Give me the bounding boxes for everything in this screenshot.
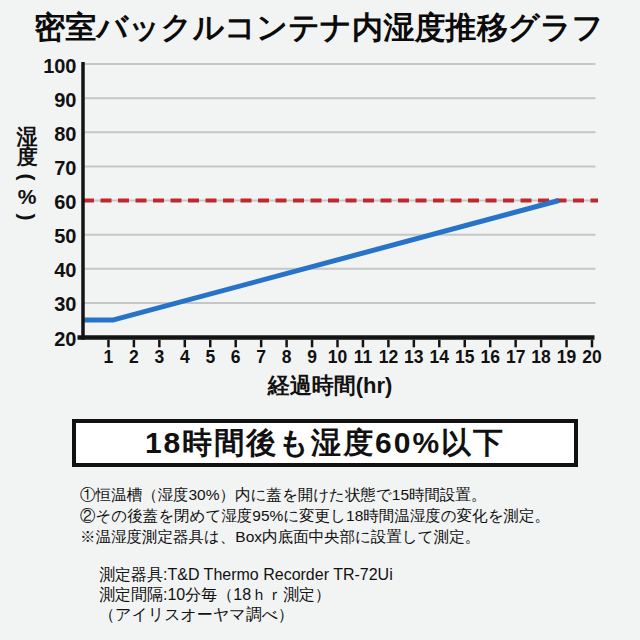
y-tick-label: 100 — [43, 55, 76, 77]
x-tick-label: 19 — [557, 347, 577, 367]
x-tick-label: 11 — [354, 347, 373, 367]
y-axis-label: 湿度(%) — [14, 127, 40, 227]
x-axis-label: 経過時間(hr) — [0, 371, 640, 401]
text-line: （アイリスオーヤマ調べ） — [99, 605, 393, 625]
y-tick-label: 30 — [54, 293, 76, 315]
x-tick-label: 8 — [282, 347, 292, 367]
y-tick-label: 70 — [54, 157, 76, 179]
x-tick-label: 5 — [205, 347, 215, 367]
text-line: ※温湿度測定器具は、Box内底面中央部に設置して測定。 — [80, 526, 550, 547]
text-line: 測定器具:T&D Thermo Recorder TR-72Ui — [99, 565, 393, 585]
y-tick-label: 80 — [54, 123, 76, 145]
x-tick-label: 17 — [506, 347, 525, 367]
x-tick-label: 20 — [582, 347, 602, 367]
y-tick-label: 20 — [54, 328, 76, 350]
x-tick-label: 4 — [180, 347, 190, 367]
y-axis-label-char: 湿 — [14, 127, 40, 147]
y-tick-label: 90 — [54, 89, 76, 111]
y-axis-label-char: ( — [17, 164, 37, 190]
notes-block: ①恒温槽（湿度30%）内に蓋を開けた状態で15時間設置。②その後蓋を閉めて湿度9… — [80, 484, 550, 547]
y-tick-label: 60 — [54, 191, 76, 213]
y-tick-label: 40 — [54, 259, 76, 281]
humidity-line-chart: 1234567891011121314151617181920203040506… — [0, 0, 640, 410]
text-line: ①恒温槽（湿度30%）内に蓋を開けた状態で15時間設置。 — [80, 484, 550, 505]
x-tick-label: 1 — [104, 347, 114, 367]
y-tick-label: 50 — [54, 225, 76, 247]
x-tick-label: 9 — [307, 347, 317, 367]
x-tick-label: 15 — [455, 347, 475, 367]
x-tick-label: 14 — [430, 347, 450, 367]
x-tick-label: 3 — [154, 347, 164, 367]
text-line: 測定間隔:10分毎（18ｈｒ測定） — [99, 585, 393, 605]
x-tick-label: 13 — [404, 347, 424, 367]
x-tick-label: 10 — [328, 347, 348, 367]
callout-text: 18時間後も湿度60%以下 — [145, 423, 505, 464]
y-axis-label-char: ) — [17, 204, 37, 230]
page: 密室バックルコンテナ内湿度推移グラフ 123456789101112131415… — [0, 0, 640, 640]
x-tick-label: 6 — [231, 347, 241, 367]
x-tick-label: 16 — [480, 347, 500, 367]
measurement-info-block: 測定器具:T&D Thermo Recorder TR-72Ui測定間隔:10分… — [99, 565, 393, 625]
x-tick-label: 7 — [256, 347, 266, 367]
x-tick-label: 12 — [379, 347, 399, 367]
text-line: ②その後蓋を閉めて湿度95%に変更し18時間温湿度の変化を測定。 — [80, 505, 550, 526]
callout-box: 18時間後も湿度60%以下 — [72, 419, 578, 467]
x-tick-label: 2 — [129, 347, 139, 367]
x-tick-label: 18 — [531, 347, 551, 367]
